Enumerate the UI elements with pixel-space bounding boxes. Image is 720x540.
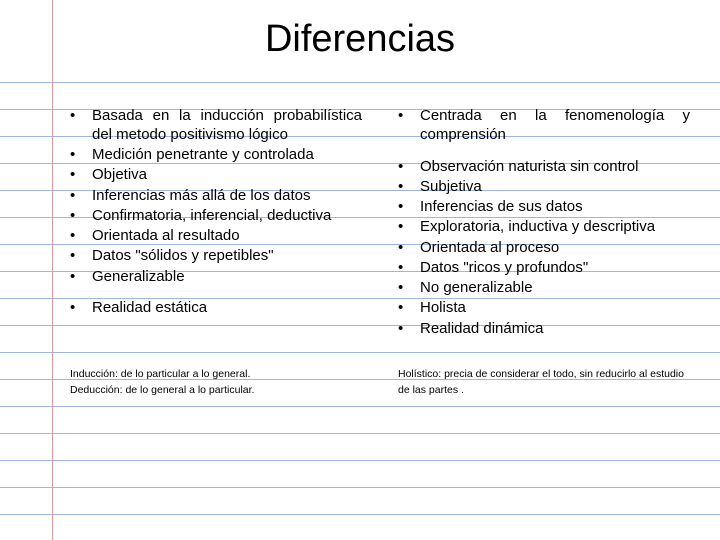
- bullet-icon: •: [70, 146, 92, 165]
- list-item: •Exploratoria, inductiva y descriptiva: [398, 218, 690, 237]
- bullet-icon: •: [398, 158, 420, 177]
- list-item-text: Inferencias de sus datos: [420, 198, 690, 217]
- list-item-text: Centrada en la fenomenología y comprensi…: [420, 107, 690, 145]
- bullet-icon: •: [70, 247, 92, 266]
- list-item: •Observación naturista sin control: [398, 158, 690, 177]
- list-item-text: Basada en la inducción probabilística de…: [92, 107, 362, 145]
- footnotes: Inducción: de lo particular a lo general…: [70, 366, 690, 399]
- bullet-icon: •: [398, 107, 420, 145]
- bullet-icon: •: [398, 178, 420, 197]
- list-item-text: Generalizable: [92, 268, 362, 287]
- list-item: •Datos "ricos y profundos": [398, 259, 690, 278]
- list-item-text: Realidad estática: [92, 299, 362, 318]
- bullet-icon: •: [70, 268, 92, 287]
- list-item: •Datos "sólidos y repetibles": [70, 247, 362, 266]
- footnote-left: Inducción: de lo particular a lo general…: [70, 366, 362, 399]
- list-item: •Realidad estática: [70, 299, 362, 318]
- list-item-text: Inferencias más allá de los datos: [92, 187, 362, 206]
- list-item-text: Confirmatoria, inferencial, deductiva: [92, 207, 362, 226]
- bullet-icon: •: [398, 279, 420, 298]
- list-item: •Inferencias más allá de los datos: [70, 187, 362, 206]
- list-item: •Inferencias de sus datos: [398, 198, 690, 217]
- list-item: •Orientada al resultado: [70, 227, 362, 246]
- bullet-icon: •: [398, 320, 420, 339]
- list-item: •Basada en la inducción probabilística d…: [70, 107, 362, 145]
- list-item: •Centrada en la fenomenología y comprens…: [398, 107, 690, 145]
- list-item-text: Medición penetrante y controlada: [92, 146, 362, 165]
- bullet-icon: •: [70, 187, 92, 206]
- list-item-text: Orientada al proceso: [420, 239, 690, 258]
- list-item-text: Datos "sólidos y repetibles": [92, 247, 362, 266]
- page-title: Diferencias: [30, 18, 690, 61]
- bullet-icon: •: [398, 218, 420, 237]
- bullet-icon: •: [70, 299, 92, 318]
- bullet-icon: •: [70, 227, 92, 246]
- list-item: •Generalizable: [70, 268, 362, 287]
- list-item-text: Orientada al resultado: [92, 227, 362, 246]
- left-column: •Basada en la inducción probabilística d…: [70, 107, 362, 340]
- list-item: •Orientada al proceso: [398, 239, 690, 258]
- list-item-text: Observación naturista sin control: [420, 158, 690, 177]
- list-item-text: Datos "ricos y profundos": [420, 259, 690, 278]
- list-item-text: Subjetiva: [420, 178, 690, 197]
- list-item-text: Holista: [420, 299, 690, 318]
- list-spacer: [398, 146, 690, 156]
- list-item-text: Objetiva: [92, 166, 362, 185]
- columns-container: •Basada en la inducción probabilística d…: [70, 107, 690, 340]
- list-item: •Objetiva: [70, 166, 362, 185]
- bullet-icon: •: [70, 166, 92, 185]
- list-item: •Medición penetrante y controlada: [70, 146, 362, 165]
- list-item: •Realidad dinámica: [398, 320, 690, 339]
- list-spacer: [70, 288, 362, 298]
- bullet-icon: •: [398, 198, 420, 217]
- list-item: •Holista: [398, 299, 690, 318]
- list-item-text: Exploratoria, inductiva y descriptiva: [420, 218, 690, 237]
- bullet-icon: •: [70, 207, 92, 226]
- bullet-icon: •: [398, 259, 420, 278]
- footnote-right: Holístico: precia de considerar el todo,…: [398, 366, 690, 399]
- list-item: •Confirmatoria, inferencial, deductiva: [70, 207, 362, 226]
- bullet-icon: •: [70, 107, 92, 145]
- list-item: •No generalizable: [398, 279, 690, 298]
- list-item: •Subjetiva: [398, 178, 690, 197]
- bullet-icon: •: [398, 299, 420, 318]
- list-item-text: No generalizable: [420, 279, 690, 298]
- bullet-icon: •: [398, 239, 420, 258]
- footnote-line: Inducción: de lo particular a lo general…: [70, 366, 362, 382]
- footnote-line: Holístico: precia de considerar el todo,…: [398, 366, 690, 399]
- footnote-line: Deducción: de lo general a lo particular…: [70, 382, 362, 398]
- list-item-text: Realidad dinámica: [420, 320, 690, 339]
- right-column: •Centrada en la fenomenología y comprens…: [398, 107, 690, 340]
